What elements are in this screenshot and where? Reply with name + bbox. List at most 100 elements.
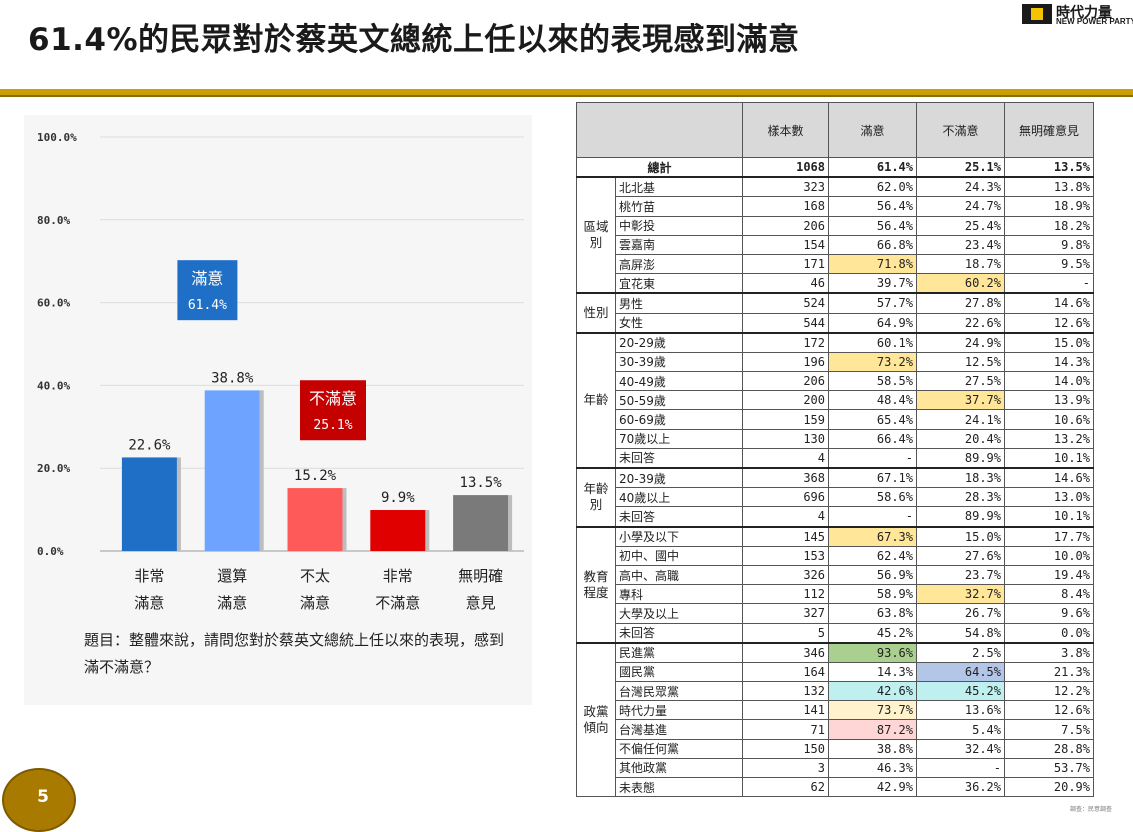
table-cell: 9.5% [1004,253,1094,275]
table-row: 區域別 北北基 323 62.0% 24.3% 13.8% [576,176,1094,294]
table-cell: 14.6% [1004,292,1094,314]
table-cell: 9.6% [1004,603,1094,624]
table-cell: 206 [742,371,829,392]
table-header-row: 樣本數 滿意 不滿意 無明確意見 [576,102,1094,158]
row-label: 不偏任何黨 [615,738,743,759]
y-tick-label: 20.0% [37,462,70,475]
row-label: 60-69歲 [615,409,743,430]
table-cell: 56.4% [828,196,917,217]
table-cell: 5 [742,622,829,644]
row-label: 其他政黨 [615,757,743,779]
bar-shadow [508,495,513,551]
table-cell: 62.0% [828,176,917,198]
table-cell: 150 [742,738,829,759]
x-category-label: 不滿意 [375,594,420,612]
table-cell: 28.3% [916,487,1005,508]
table-cell: 24.1% [916,409,1005,430]
table-cell: 53.7% [1004,757,1094,779]
table-cell: 27.5% [916,371,1005,392]
table-cell: 368 [742,467,829,489]
table-cell: 23.4% [916,234,1005,255]
table-cell: 7.5% [1004,719,1094,740]
table-row: 國民黨 164 14.3% 64.5% 21.3% [577,661,1094,683]
row-label: 專科 [615,584,743,605]
table-row: 未回答 5 45.2% 54.8% 0.0% [577,622,1094,644]
table-cell: 14.6% [1004,467,1094,489]
annotation-box [300,380,366,441]
table-cell: - [828,447,917,469]
table-cell: 206 [742,215,829,236]
bar-shadow [176,457,181,551]
table-cell: 60.1% [828,331,917,353]
table-cell: 38.8% [828,738,917,759]
table-cell: 89.9% [916,447,1005,469]
bar-shadow [425,510,430,551]
row-label: 台灣民眾黨 [615,681,743,702]
row-label: 大學及以上 [615,603,743,624]
table-cell: 130 [742,428,829,449]
row-label: 桃竹苗 [615,196,743,217]
bar-shadow [342,488,347,551]
table-cell: 26.7% [916,603,1005,624]
bar-value-label: 22.6% [128,437,171,453]
y-tick-label: 80.0% [37,214,70,227]
row-label: 高屏澎 [615,253,743,275]
row-label: 台灣基進 [615,719,743,740]
table-cell: 67.1% [828,467,917,489]
table-cell: 66.8% [828,234,917,255]
table-cell: 24.3% [916,176,1005,198]
table-cell: 28.8% [1004,738,1094,759]
table-cell: - [828,506,917,528]
table-cell: 58.6% [828,487,917,508]
bar-value-label: 38.8% [211,370,254,386]
table-cell: 132 [742,681,829,702]
row-label: 雲嘉南 [615,234,743,255]
table-cell: 13.2% [1004,428,1094,449]
row-label: 國民黨 [615,661,743,683]
page-number: 5 [37,787,49,807]
row-label: 小學及以下 [615,525,743,547]
table-row: 未回答 4-89.9% 10.1% [577,506,1094,528]
y-tick-label: 40.0% [37,379,70,392]
table-cell: 141 [742,700,829,721]
logo-subtitle: NEW POWER PARTY [1056,17,1133,26]
page-title: 61.4%的民眾對於蔡英文總統上任以來的表現感到滿意 [28,22,800,58]
bar [370,510,426,551]
table-cell: 56.4% [828,215,917,236]
table-row: 大學及以上 327 63.8% 26.7% 9.6% [577,603,1094,624]
table-cell: 10.1% [1004,506,1094,528]
table-cell: 73.2% [828,351,917,373]
table-cell: 25.1% [916,157,1005,178]
table-cell: 153 [742,545,829,566]
y-tick-label: 0.0% [37,545,64,558]
table-cell: 65.4% [828,409,917,430]
table-cell: 66.4% [828,428,917,449]
header-divider [0,89,1133,97]
table-cell: 60.2% [916,273,1005,294]
table-cell: 67.3% [828,525,917,547]
table-cell: 18.7% [916,253,1005,275]
table-cell: 10.6% [1004,409,1094,430]
group-label: 年齡 [576,331,616,469]
table-cell: 24.7% [916,196,1005,217]
crosstab-table: 樣本數 滿意 不滿意 無明確意見 總計 1068 61.4% 25.1% 13.5% 區域… [576,102,1094,798]
row-label: 高中、高職 [615,564,743,586]
table-cell: 58.9% [828,584,917,605]
x-category-label: 非常 [383,567,413,585]
table-cell: 63.8% [828,603,917,624]
table-cell: 64.5% [916,661,1005,683]
table-cell: 13.9% [1004,390,1094,411]
source-note: 調查：民意調查 [1070,806,1113,813]
bar-value-label: 9.9% [381,490,415,506]
row-label: 未回答 [615,622,743,644]
table-row: 台灣民眾黨 132 42.6% 45.2% 12.2% [577,681,1094,702]
table-cell: 39.7% [828,273,917,294]
group-label: 教育程度 [576,525,616,644]
table-row: 年齡 20-29歲 172 60.1% 24.9% 15.0% [576,331,1094,469]
table-cell: 32.7% [916,584,1005,605]
table-cell: 12.5% [916,351,1005,373]
table-cell: 1068 [742,157,829,178]
table-cell: 42.6% [828,681,917,702]
table-cell: 32.4% [916,738,1005,759]
table-cell: 27.8% [916,292,1005,314]
